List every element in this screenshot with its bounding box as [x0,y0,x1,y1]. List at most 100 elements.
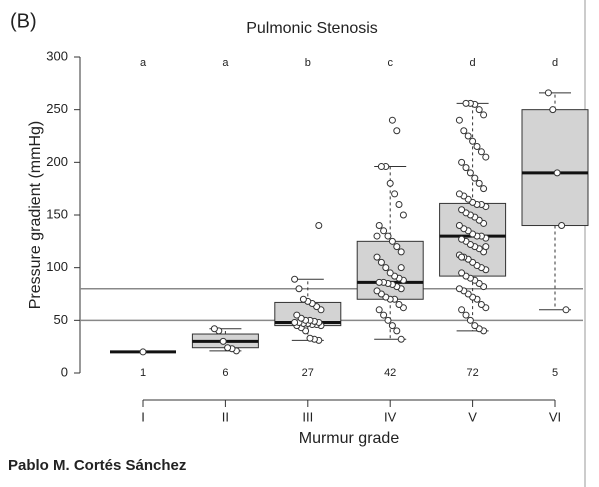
data-point [377,163,385,171]
y-tick-label: 50 [54,312,68,327]
x-tick-label: I [141,409,145,424]
data-point [455,222,463,230]
data-point [210,325,218,333]
data-point [295,285,303,293]
x-axis-label: Murmur grade [299,430,400,447]
data-point [477,301,485,309]
data-point [391,190,399,198]
data-point [395,200,403,208]
data-point [462,311,470,319]
data-point [388,322,396,330]
box [521,109,589,227]
x-tick-label: V [468,409,477,424]
data-point [382,264,390,272]
data-point [315,222,323,230]
data-point [473,143,481,151]
y-tick-label: 150 [46,206,68,221]
data-point [393,243,401,251]
data-point [224,344,232,352]
data-point [377,258,385,266]
data-point [219,337,227,345]
data-point [466,169,474,177]
data-point [482,243,490,251]
data-point [399,211,407,219]
data-point [291,275,299,283]
count-label: 72 [466,367,478,379]
group-letter: a [222,57,229,69]
panel-label: (B) [10,10,37,32]
data-point [373,287,381,295]
data-point [380,311,388,319]
data-point [384,316,392,324]
data-point [386,179,394,187]
data-point [562,306,570,314]
data-point [462,164,470,172]
data-point [544,89,552,97]
count-label: 42 [384,367,396,379]
data-point [388,237,396,245]
data-point [395,301,403,309]
chart-title: Pulmonic Stenosis [246,20,378,37]
data-point [455,190,463,198]
x-tick-label: VI [549,409,561,424]
count-label: 27 [302,367,314,379]
data-point [458,306,466,314]
data-point [462,99,470,107]
data-point [558,222,566,230]
data-point [299,295,307,303]
data-point [471,174,479,182]
x-tick-label: III [302,409,313,424]
data-point [291,318,299,326]
data-point [482,153,490,161]
data-point [375,278,383,286]
y-tick-label: 0 [61,364,68,379]
data-point [464,132,472,140]
count-label: 5 [552,367,558,379]
data-point [393,327,401,335]
data-point [388,116,396,124]
data-point [455,116,463,124]
group-letter: d [470,57,476,69]
data-point [397,335,405,343]
data-point [306,334,314,342]
data-point [458,235,466,243]
data-point [553,169,561,177]
data-point [458,206,466,214]
y-tick-label: 100 [46,259,68,274]
data-point [549,106,557,114]
data-point [455,285,463,293]
count-label: 1 [140,367,146,379]
data-point [139,348,147,356]
data-point [466,316,474,324]
data-point [458,253,466,261]
data-point [375,222,383,230]
data-point [475,106,483,114]
y-axis-label: Pressure gradient (mmHg) [27,121,44,310]
data-point [480,111,488,119]
x-tick-label: II [222,409,229,424]
data-point [469,137,477,145]
group-letter: c [387,57,393,69]
data-point [375,306,383,314]
data-point [373,253,381,261]
data-point [380,227,388,235]
data-point [373,232,381,240]
data-point [386,269,394,277]
count-label: 6 [222,367,228,379]
data-point [460,127,468,135]
data-point [293,311,301,319]
group-letter: d [552,57,558,69]
y-tick-label: 250 [46,101,68,116]
group-letter: b [305,57,311,69]
data-point [393,127,401,135]
data-point [397,248,405,256]
y-tick-label: 300 [46,48,68,63]
data-point [458,158,466,166]
data-point [471,322,479,330]
y-tick-label: 200 [46,154,68,169]
data-point [397,264,405,272]
group-letter: a [140,57,147,69]
data-point [475,179,483,187]
data-point [384,232,392,240]
